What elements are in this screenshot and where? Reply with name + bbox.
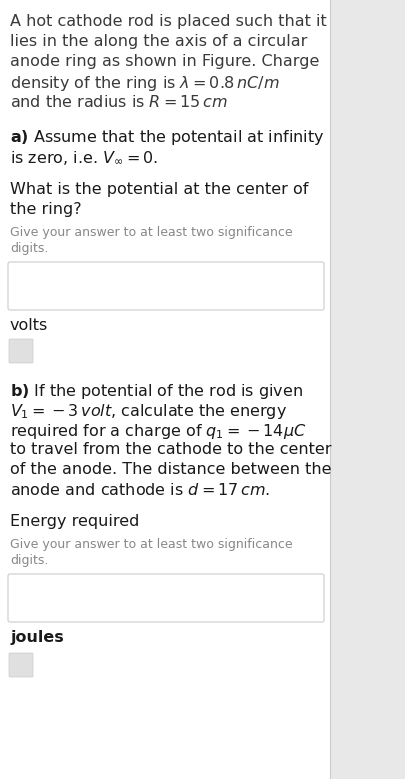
Text: the ring?: the ring? (10, 202, 82, 217)
FancyBboxPatch shape (9, 339, 33, 363)
Text: A hot cathode rod is placed such that it: A hot cathode rod is placed such that it (10, 14, 327, 29)
Text: anode ring as shown in Figure. Charge: anode ring as shown in Figure. Charge (10, 54, 320, 69)
Text: volts: volts (10, 318, 48, 333)
Text: $V_1 = -3\,volt$, calculate the energy: $V_1 = -3\,volt$, calculate the energy (10, 402, 287, 421)
Text: What is the potential at the center of: What is the potential at the center of (10, 182, 308, 197)
Text: is zero, i.e. $V_\infty = 0$.: is zero, i.e. $V_\infty = 0$. (10, 150, 158, 167)
Text: density of the ring is $\lambda = 0.8\,nC/m$: density of the ring is $\lambda = 0.8\,n… (10, 74, 280, 93)
Text: joules: joules (10, 630, 64, 645)
Text: Give your answer to at least two significance: Give your answer to at least two signifi… (10, 538, 293, 551)
Text: digits.: digits. (10, 554, 48, 567)
Text: lies in the along the axis of a circular: lies in the along the axis of a circular (10, 34, 307, 49)
Text: required for a charge of $q_1 = -14\mu C$: required for a charge of $q_1 = -14\mu C… (10, 422, 307, 441)
Text: of the anode. The distance between the: of the anode. The distance between the (10, 462, 332, 477)
Text: to travel from the cathode to the center: to travel from the cathode to the center (10, 442, 332, 457)
Text: Give your answer to at least two significance: Give your answer to at least two signifi… (10, 226, 293, 239)
Text: Energy required: Energy required (10, 514, 139, 529)
Text: and the radius is $R = 15\,cm$: and the radius is $R = 15\,cm$ (10, 94, 228, 110)
Text: digits.: digits. (10, 242, 48, 255)
FancyBboxPatch shape (8, 262, 324, 310)
FancyBboxPatch shape (8, 574, 324, 622)
FancyBboxPatch shape (9, 653, 33, 677)
Text: $\mathbf{a)}$ Assume that the potentail at infinity: $\mathbf{a)}$ Assume that the potentail … (10, 128, 324, 147)
Text: anode and cathode is $d = 17\,cm$.: anode and cathode is $d = 17\,cm$. (10, 482, 270, 498)
Bar (330, 0, 405, 779)
Text: $\mathbf{b)}$ If the potential of the rod is given: $\mathbf{b)}$ If the potential of the ro… (10, 382, 303, 401)
